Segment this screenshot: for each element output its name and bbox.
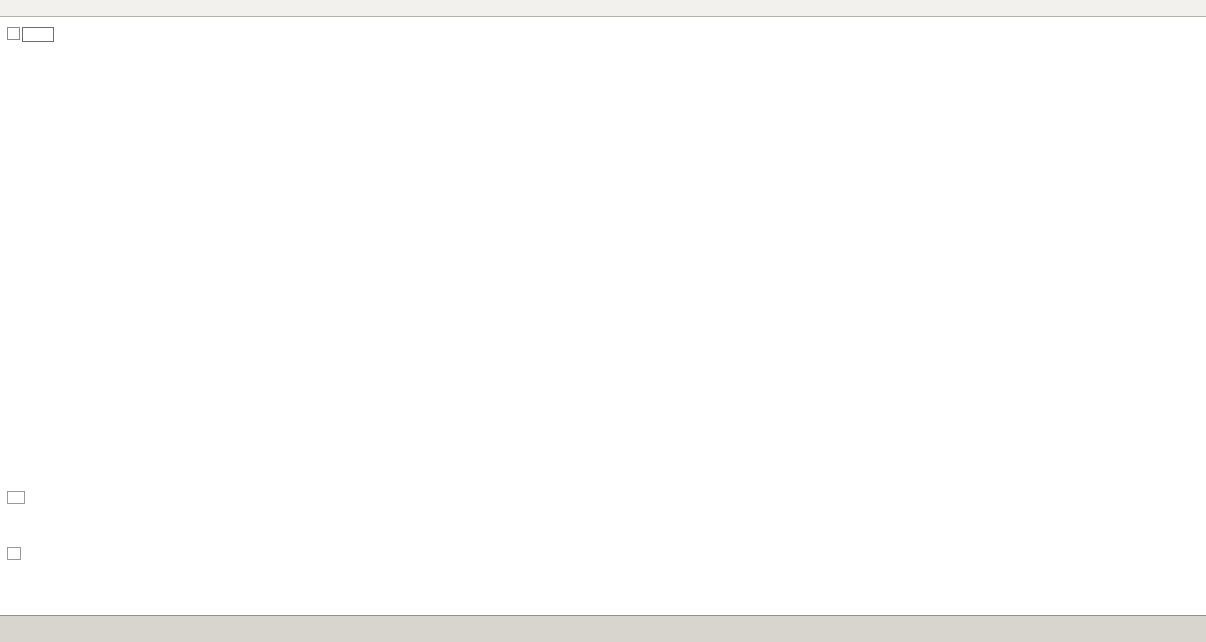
timeframe-toolbar — [0, 0, 1206, 17]
chart-tab-bar — [0, 615, 1206, 642]
one-click-trading-toggle[interactable] — [7, 27, 20, 40]
